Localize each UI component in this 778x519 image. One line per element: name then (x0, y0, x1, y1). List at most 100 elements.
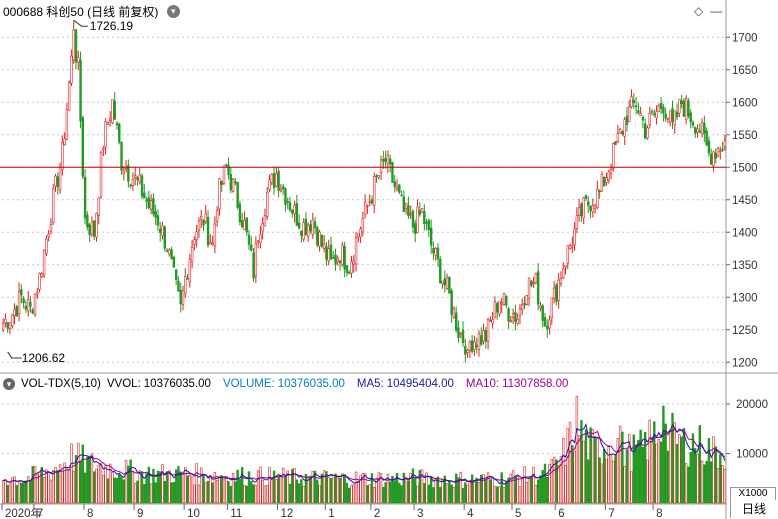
price-tick-label: 1450 (732, 195, 758, 207)
volume-bar (616, 437, 620, 504)
volume-bar (245, 485, 248, 504)
candle-body (643, 123, 647, 139)
volume-bar (345, 482, 349, 504)
volume-bar (238, 479, 242, 504)
volume-bar (336, 475, 340, 504)
candle-body (395, 187, 399, 190)
volume-bar (541, 470, 544, 504)
volume-bar (288, 483, 292, 504)
volume-bar (200, 467, 203, 504)
candle-body (122, 170, 126, 175)
candle-body (568, 245, 572, 250)
volume-bar (511, 470, 515, 504)
candle-body (272, 173, 276, 189)
time-tick-label: 1 (328, 508, 334, 519)
volume-bar (404, 476, 408, 504)
candle-body (286, 200, 289, 203)
indicator-toggle-icon[interactable]: ▾ (3, 377, 15, 390)
volume-bar (172, 481, 176, 504)
volume-bar (259, 466, 262, 504)
volume-bar (605, 458, 608, 504)
candle-body (509, 320, 513, 322)
volume-bar (703, 464, 706, 504)
candle-body (311, 219, 314, 235)
candle-body (259, 234, 262, 243)
volume-tick-label: 10000 (736, 448, 768, 460)
volume-bar (712, 436, 715, 504)
volume-bar (653, 421, 656, 504)
chevron-down-icon[interactable]: ▾ (166, 5, 180, 19)
candle-body (154, 211, 157, 218)
candle-body (156, 215, 160, 226)
volume-bar (591, 429, 595, 504)
candle-body (696, 128, 699, 133)
candle-body (243, 220, 246, 230)
volume-bar (286, 470, 289, 504)
timeframe-selector[interactable]: 日线 (730, 500, 777, 518)
security-code: 000688 (3, 4, 44, 19)
volume-bar (168, 470, 171, 504)
candle-body (252, 252, 255, 279)
volume-bar (500, 472, 503, 504)
candle-body (650, 111, 654, 113)
axes: 1200 1250 1300 1350 1400 1450 1500 1550 1600 1650… (1, 32, 768, 519)
minus-icon[interactable]: — (710, 4, 723, 18)
candle-body (694, 127, 697, 134)
top-right-toolbar: ◇ — (694, 3, 729, 19)
price-tick-label: 1300 (732, 292, 758, 304)
candle-body (343, 246, 346, 270)
candle-body (93, 220, 96, 237)
candle-body (190, 247, 194, 263)
candle-body (612, 143, 615, 169)
volume-bar (639, 429, 642, 504)
time-tick-label: 11 (230, 508, 242, 519)
candle-body (45, 238, 48, 254)
volume-bar (411, 468, 415, 504)
volume-bar (418, 469, 421, 504)
candle-body (518, 308, 522, 316)
candle-body (24, 305, 28, 310)
volume-bar (459, 472, 462, 504)
candle-body (439, 258, 442, 284)
volume-bar (49, 479, 53, 504)
candle-body (120, 142, 123, 171)
volume-bar (407, 480, 410, 504)
candle-body (680, 100, 683, 105)
candle-body (614, 141, 617, 145)
price-tick-label: 1500 (732, 162, 758, 174)
candle-body (193, 239, 196, 245)
volume-bar (108, 463, 112, 504)
candle-body (307, 224, 310, 237)
volume-bar (316, 479, 319, 504)
candle-body (562, 268, 565, 278)
volume-bar (145, 473, 148, 504)
volume-bar (584, 429, 588, 504)
candle-body (466, 349, 469, 353)
volume-bar (184, 467, 187, 504)
volume-bar (655, 443, 658, 504)
candle-body (507, 308, 510, 322)
volume-bar (329, 477, 333, 504)
candle-body (689, 112, 692, 123)
volume-bar (550, 459, 554, 504)
ma5-label: MA5: 10495404.00 (356, 378, 454, 390)
candle-body (557, 279, 560, 301)
candle-body (177, 280, 180, 292)
volume-bar (388, 481, 392, 504)
volume-bar (86, 456, 89, 504)
volume-bar (698, 425, 702, 504)
volume-bar (8, 482, 12, 504)
volume-bar (240, 467, 244, 504)
candle-body (302, 222, 305, 240)
volume-bar (564, 464, 567, 504)
candle-body (327, 248, 330, 262)
candle-body (710, 153, 713, 165)
diamond-icon[interactable]: ◇ (694, 4, 704, 18)
volume-bar (391, 475, 394, 504)
candle-body (402, 196, 406, 212)
volume-bar (368, 484, 371, 504)
volume-bar (83, 472, 87, 504)
high-pointer (73, 19, 88, 27)
volume-bar (268, 467, 271, 504)
